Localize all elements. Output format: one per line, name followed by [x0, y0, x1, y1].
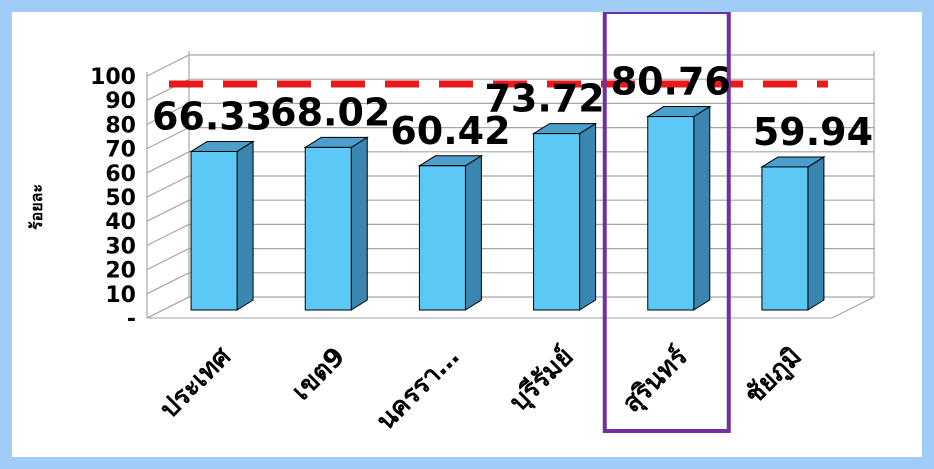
bar-side [464, 154, 482, 311]
category-label: เขต9 [286, 342, 351, 407]
category-label: สุรินทร์ [616, 341, 694, 419]
bar-side [236, 140, 254, 311]
highlight-box [602, 12, 731, 433]
value-label: 73.72 [484, 77, 604, 121]
chart-frame: -10 20 30 40 50 60 70 80 90 100 ร้อยละ 66.33 68.02… [12, 12, 922, 457]
bar [418, 165, 466, 311]
bar [761, 166, 809, 311]
y-tick-label: 40 [105, 210, 136, 235]
bar [533, 133, 581, 311]
gridlines [146, 51, 875, 319]
bar-side [807, 156, 825, 311]
category-label: นครรา… [371, 342, 466, 437]
bar [304, 146, 352, 311]
value-label: 80.76 [611, 60, 731, 104]
bar [647, 116, 695, 311]
y-tick-label: 50 [105, 186, 136, 211]
y-tick-label: 10 [105, 283, 136, 308]
value-label: 60.42 [390, 109, 510, 153]
bar-side [693, 105, 711, 311]
value-label: 66.33 [152, 94, 272, 138]
category-labels: ประเทศ เขต9 นครรา… บุรีรัมย์ สุรินทร์ ชัยภูมิ [154, 341, 808, 436]
y-axis-label: ร้อยละ [27, 184, 46, 230]
category-label: ประเทศ [154, 341, 237, 424]
value-label: 68.02 [270, 90, 390, 134]
y-tick-label: 80 [105, 113, 136, 138]
y-tick-label: 30 [105, 234, 136, 259]
bars [189, 105, 826, 311]
value-label: 59.94 [753, 110, 873, 154]
category-label: ชัยภูมิ [739, 342, 808, 411]
highlight-box-group [602, 12, 731, 433]
gridline [146, 54, 874, 77]
y-tick-label: 60 [105, 162, 136, 187]
category-label: บุรีรัมย์ [503, 341, 580, 418]
y-tick-label: 20 [105, 259, 136, 284]
y-tick-label: 100 [90, 65, 136, 90]
bar-side [350, 136, 368, 311]
y-tick-label: 70 [105, 138, 136, 163]
y-tick-label: - [127, 307, 136, 332]
y-tick-label: 90 [105, 89, 136, 114]
bar [190, 150, 238, 311]
bar-side [579, 122, 597, 311]
